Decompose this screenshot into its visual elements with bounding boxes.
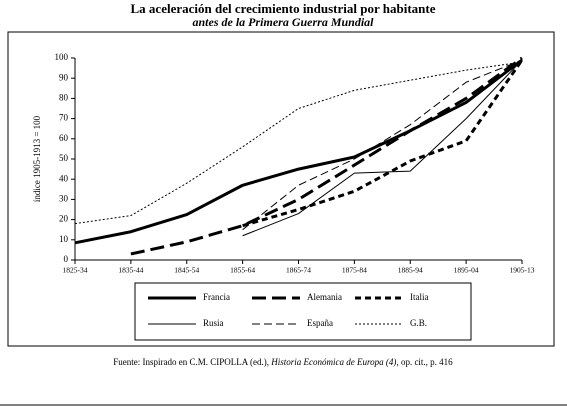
y-tick-label: 60: [59, 133, 69, 143]
chart-frame: [7, 31, 555, 347]
y-tick-label: 10: [59, 234, 69, 244]
x-tick-label: 1895-04: [454, 266, 479, 275]
source-text: Fuente: Inspirado en C.M. CIPOLLA (ed.),: [113, 357, 271, 367]
x-tick-label: 1855-64: [230, 266, 255, 275]
x-tick-label: 1825-34: [63, 266, 88, 275]
x-tick-label: 1875-84: [342, 266, 367, 275]
legend-label: Francia: [203, 292, 230, 302]
source-title: Historia Económica de Europa (4): [270, 357, 396, 367]
y-tick-label: 90: [59, 72, 69, 82]
x-tick-label: 1885-94: [398, 266, 423, 275]
series-line: [74, 61, 523, 225]
y-tick-label: 40: [59, 173, 69, 183]
x-tick-label: 1845-54: [174, 266, 199, 275]
y-tick-label: 70: [59, 113, 69, 123]
series-line: [130, 56, 523, 256]
chart-subtitle: antes de la Primera Guerra Mundial: [192, 15, 374, 29]
legend-label: G.B.: [410, 318, 427, 328]
y-tick-label: 50: [59, 153, 69, 163]
x-tick-label: 1905-13: [510, 266, 535, 275]
legend-label: Rusia: [203, 318, 224, 328]
legend-box: [134, 282, 472, 341]
y-tick-label: 100: [55, 52, 69, 62]
legend-label: Alemania: [307, 292, 342, 302]
series-line: [242, 59, 523, 231]
y-tick-label: 0: [64, 254, 69, 264]
x-tick-label: 1835-44: [118, 266, 143, 275]
source-text: , op. cit., p. 416: [396, 357, 453, 367]
x-tick-label: 1865-74: [286, 266, 311, 275]
y-tick-label: 30: [59, 193, 69, 203]
series-line: [74, 58, 523, 245]
y-axis-label: índice 1905-1913 = 100: [32, 115, 42, 202]
legend-label: Italia: [410, 292, 429, 302]
y-tick-label: 80: [59, 92, 69, 102]
series-line: [242, 59, 523, 237]
legend-label: España: [307, 318, 333, 328]
source-note: Fuente: Inspirado en C.M. CIPOLLA (ed.),…: [113, 357, 453, 367]
chart-title: La aceleración del crecimiento industria…: [131, 1, 436, 16]
y-tick-label: 20: [59, 214, 69, 224]
